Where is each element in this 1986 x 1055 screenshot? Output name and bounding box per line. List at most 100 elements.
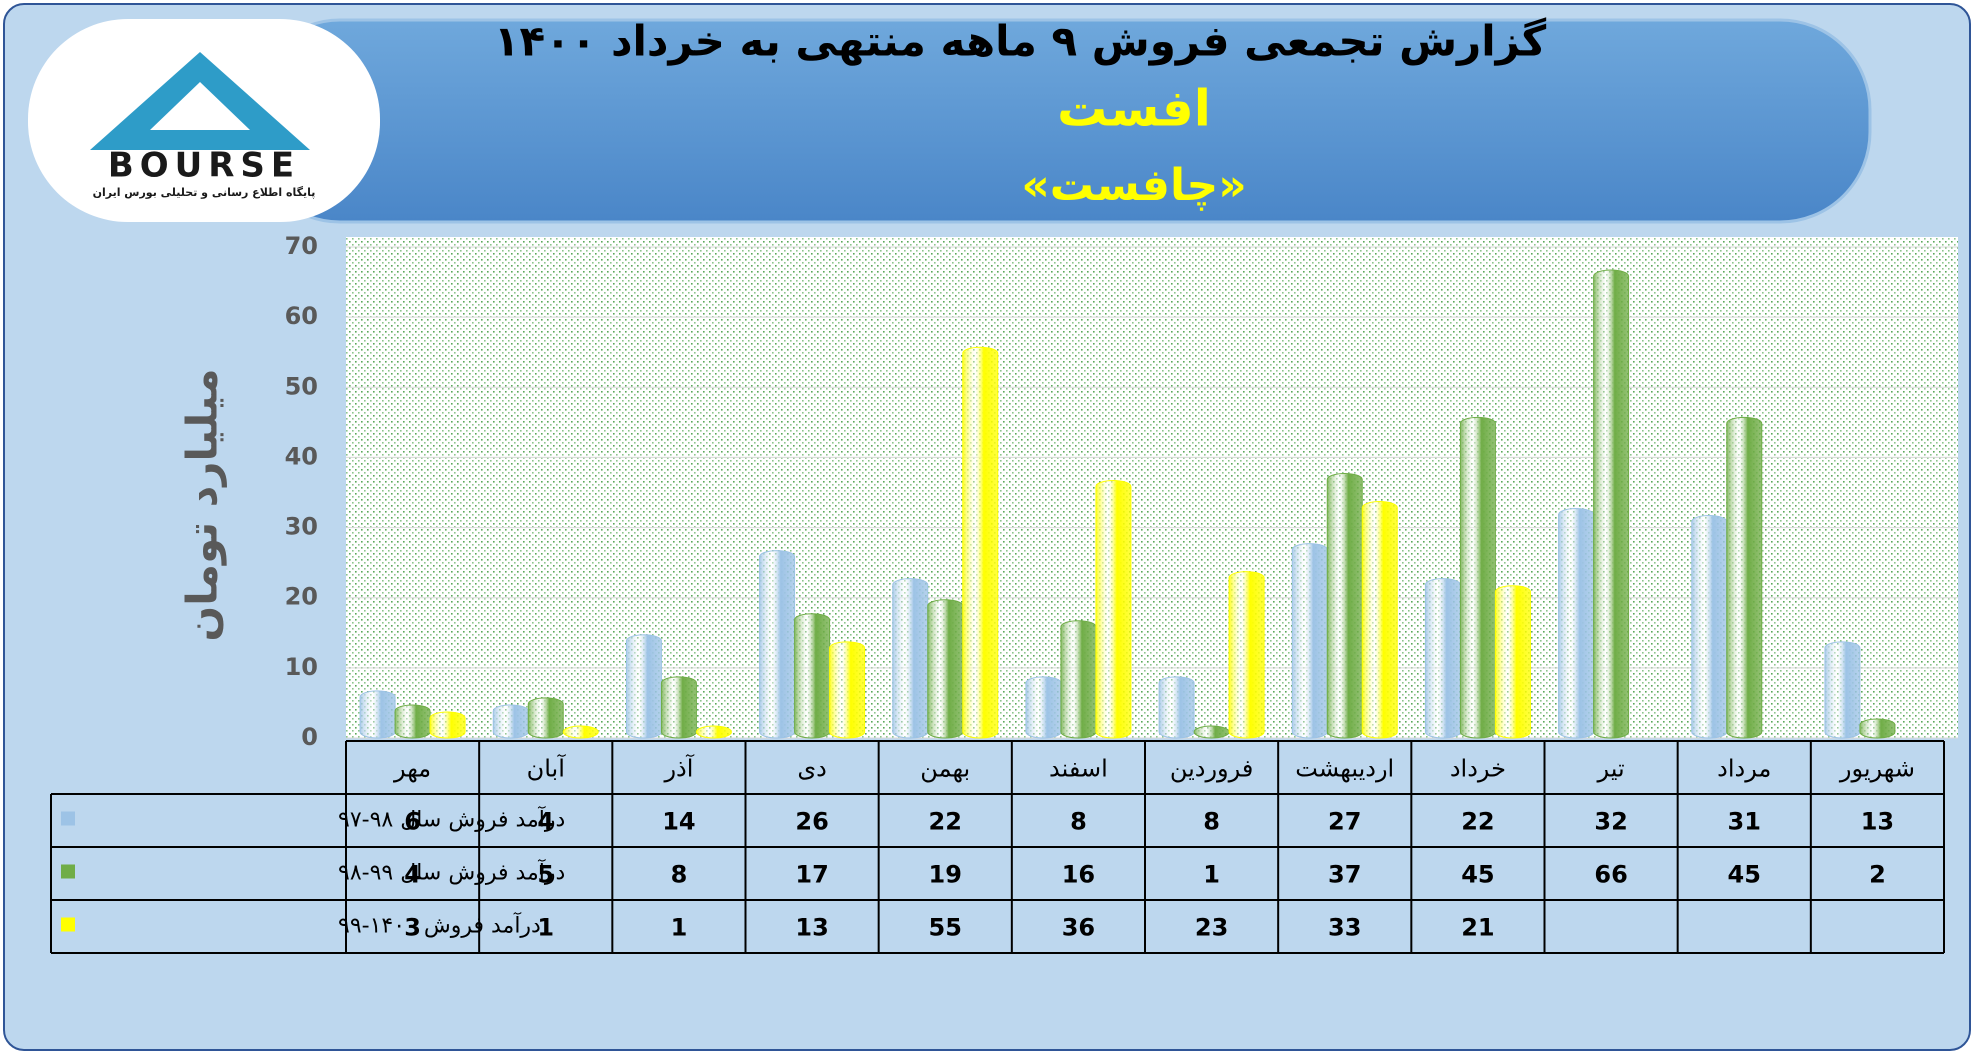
chart-symbol: «چافست» <box>1021 160 1246 211</box>
x-tick-label: خرداد <box>1450 755 1506 783</box>
table-value: 1 <box>1203 861 1220 889</box>
bar <box>359 690 396 739</box>
x-tick-label: آذر <box>663 754 694 783</box>
x-tick-label: مهر <box>393 755 431 783</box>
logo-name: BOURSE <box>108 146 300 186</box>
legend-swatch <box>61 864 75 879</box>
x-tick-label: فروردین <box>1170 755 1254 783</box>
logo-mark <box>150 82 250 130</box>
table-value: 3 <box>404 914 421 942</box>
bar <box>1025 676 1062 739</box>
table-value: 23 <box>1195 914 1228 942</box>
table-value: 13 <box>795 914 828 942</box>
table-value: 66 <box>1594 861 1627 889</box>
table-value: 2 <box>1869 861 1886 889</box>
table-value: 4 <box>537 808 554 836</box>
table-value: 32 <box>1594 808 1627 836</box>
x-tick-label: تیر <box>1596 755 1624 783</box>
table-value: 4 <box>404 861 421 889</box>
y-tick-label: 40 <box>285 442 318 470</box>
bar <box>794 613 831 739</box>
y-tick-label: 20 <box>285 583 318 611</box>
table-value: 45 <box>1728 861 1761 889</box>
bar <box>1228 571 1265 739</box>
table-value: 1 <box>671 914 688 942</box>
y-axis-title: میلیارد تومان <box>178 368 228 641</box>
bar <box>962 346 999 739</box>
table-value: 27 <box>1328 808 1361 836</box>
legend-swatch <box>61 811 75 826</box>
bar <box>695 725 732 739</box>
table-value: 22 <box>1461 808 1494 836</box>
bar <box>759 550 796 739</box>
bar <box>527 697 564 739</box>
bar <box>829 641 866 739</box>
bar <box>1691 515 1728 739</box>
bar <box>1558 508 1595 739</box>
x-tick-label: دی <box>797 755 826 783</box>
y-tick-label: 30 <box>285 513 318 541</box>
bar <box>1859 718 1896 739</box>
table-value: 1 <box>537 914 554 942</box>
table-value: 17 <box>795 861 828 889</box>
bar <box>660 676 697 739</box>
logo-tagline: پایگاه اطلاع رسانی و تحلیلی بورس ایران <box>93 186 316 199</box>
legend-label: درآمد فروش سال ۹۸-۹۷ <box>338 806 565 833</box>
bar <box>492 704 529 739</box>
bar <box>429 711 466 739</box>
y-tick-label: 70 <box>285 232 318 260</box>
table-value: 8 <box>1070 808 1087 836</box>
table-value: 14 <box>662 808 695 836</box>
table-value: 6 <box>404 808 421 836</box>
y-tick-label: 10 <box>285 653 318 681</box>
legend-label: درآمد فروش سال ۹۹-۹۸ <box>338 859 565 886</box>
x-tick-label: اسفند <box>1049 755 1108 783</box>
plot-area <box>346 237 1958 738</box>
x-tick-label: مرداد <box>1717 755 1771 783</box>
table-value: 45 <box>1461 861 1494 889</box>
table-value: 37 <box>1328 861 1361 889</box>
bar <box>1494 585 1531 739</box>
bar <box>1361 501 1398 739</box>
bar <box>562 725 599 739</box>
bar <box>394 704 431 739</box>
table-value: 55 <box>929 914 962 942</box>
y-tick-label: 0 <box>301 723 318 751</box>
table-value: 8 <box>1203 808 1220 836</box>
bar <box>1060 620 1097 739</box>
bar <box>1095 479 1132 739</box>
chart-title: گزارش تجمعی فروش ۹ ماهه منتهی به خرداد ۱… <box>494 17 1547 67</box>
table-value: 31 <box>1728 808 1761 836</box>
table-value: 16 <box>1062 861 1095 889</box>
table-value: 33 <box>1328 914 1361 942</box>
bar <box>1291 543 1328 739</box>
bar <box>1824 641 1861 739</box>
table-value: 36 <box>1062 914 1095 942</box>
bar <box>625 634 662 739</box>
y-tick-label: 60 <box>285 302 318 330</box>
bar <box>1193 725 1230 739</box>
legend-swatch <box>61 917 75 932</box>
chart-subtitle: افست <box>1057 80 1211 138</box>
bar <box>1593 269 1630 739</box>
x-tick-label: شهریور <box>1839 755 1915 783</box>
table-value: 19 <box>929 861 962 889</box>
table-value: 22 <box>929 808 962 836</box>
bar <box>1158 676 1195 739</box>
table-value: 21 <box>1461 914 1494 942</box>
table-value: 13 <box>1861 808 1894 836</box>
bar <box>892 578 929 739</box>
bar <box>1424 578 1461 739</box>
table-value: 8 <box>671 861 688 889</box>
logo: BOURSE پایگاه اطلاع رسانی و تحلیلی بورس … <box>28 19 380 222</box>
table-value: 5 <box>537 861 554 889</box>
x-tick-label: بهمن <box>920 755 970 783</box>
legend-label: درآمد فروش ۱۴۰۰-۹۹ <box>338 912 541 939</box>
bar <box>927 599 964 739</box>
x-tick-label: اردیبهشت <box>1295 755 1394 783</box>
table-value: 26 <box>795 808 828 836</box>
bar <box>1326 472 1363 739</box>
x-tick-label: آبان <box>527 754 567 783</box>
